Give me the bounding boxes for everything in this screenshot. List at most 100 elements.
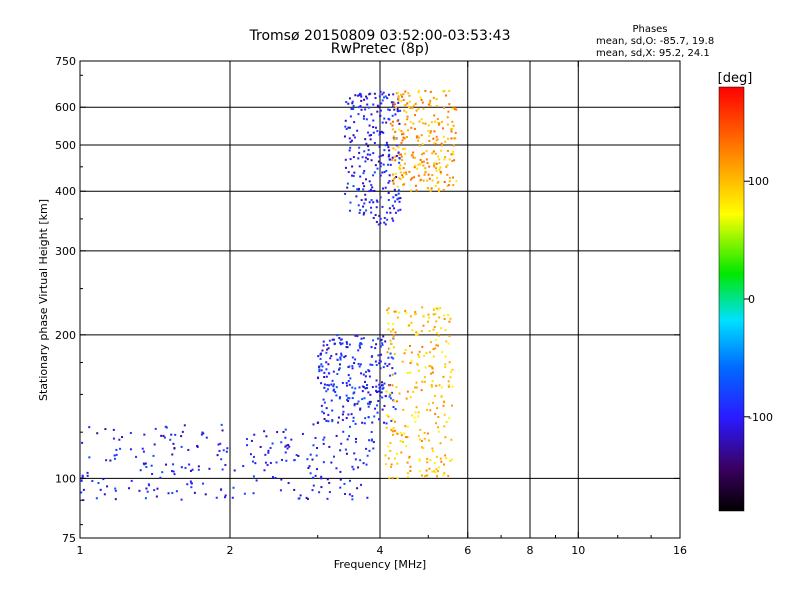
echo-point xyxy=(356,188,359,191)
echo-point xyxy=(320,363,323,366)
echo-point xyxy=(381,171,384,174)
echo-point xyxy=(437,121,440,124)
echo-point xyxy=(311,489,314,492)
echo-point xyxy=(446,164,449,167)
echo-point xyxy=(399,178,402,181)
echo-point xyxy=(433,462,436,465)
echo-point xyxy=(388,395,391,398)
echo-point xyxy=(287,444,290,447)
echo-point xyxy=(297,454,300,457)
echo-point xyxy=(414,411,417,414)
echo-point xyxy=(445,340,448,343)
echo-point xyxy=(370,211,373,214)
echo-point xyxy=(387,163,390,166)
echo-point xyxy=(374,164,377,167)
echo-point xyxy=(406,390,409,393)
echo-point xyxy=(154,427,157,430)
echo-point xyxy=(345,398,348,401)
echo-point xyxy=(406,472,409,475)
echo-point xyxy=(344,125,347,128)
echo-point xyxy=(442,135,445,138)
echo-point xyxy=(425,352,428,355)
echo-point xyxy=(448,320,451,323)
echo-point xyxy=(443,425,446,428)
echo-point xyxy=(414,164,417,167)
echo-point xyxy=(360,483,363,486)
echo-point xyxy=(452,124,455,127)
echo-point xyxy=(392,346,395,349)
echo-point xyxy=(129,431,132,434)
echo-point xyxy=(387,415,390,418)
echo-point xyxy=(97,482,100,485)
echo-point xyxy=(189,480,192,483)
echo-point xyxy=(328,445,331,448)
echo-point xyxy=(345,346,348,349)
echo-point xyxy=(325,419,328,422)
echo-point xyxy=(362,373,365,376)
echo-point xyxy=(220,458,223,461)
echo-point xyxy=(342,430,345,433)
echo-point xyxy=(435,422,438,425)
echo-point xyxy=(399,171,402,174)
echo-point xyxy=(358,146,361,149)
echo-point xyxy=(267,451,270,454)
echo-point xyxy=(417,434,420,437)
x-tick-label: 10 xyxy=(571,544,585,557)
echo-point xyxy=(284,436,287,439)
echo-point xyxy=(354,458,357,461)
echo-point xyxy=(448,177,451,180)
echo-point xyxy=(353,403,356,406)
echo-point xyxy=(377,106,380,109)
colorbar-tick-label: 0 xyxy=(748,293,755,306)
echo-point xyxy=(334,390,337,393)
echo-point xyxy=(119,447,122,450)
echo-point xyxy=(362,117,365,120)
colorbar-ticks: 100 0 -100 xyxy=(744,175,773,424)
echo-point xyxy=(323,417,326,420)
echo-point xyxy=(423,437,426,440)
echo-point xyxy=(431,371,434,374)
echo-point xyxy=(422,160,425,163)
echo-point xyxy=(394,200,397,203)
echo-point xyxy=(218,449,221,452)
echo-point xyxy=(347,399,350,402)
echo-point xyxy=(435,455,438,458)
echo-point xyxy=(352,156,355,159)
echo-point xyxy=(269,446,272,449)
echo-point xyxy=(171,470,174,473)
echo-point xyxy=(394,148,397,151)
echo-point xyxy=(428,467,431,470)
echo-point xyxy=(367,145,370,148)
echo-point xyxy=(349,146,352,149)
echo-point xyxy=(399,440,402,443)
echo-point xyxy=(419,96,422,99)
echo-point xyxy=(347,413,350,416)
echo-point xyxy=(360,337,363,340)
echo-point xyxy=(351,498,354,501)
echo-point xyxy=(421,306,424,309)
x-tick-label: 1 xyxy=(77,544,84,557)
echo-point xyxy=(391,158,394,161)
echo-point xyxy=(387,307,390,310)
echo-point xyxy=(427,130,430,133)
echo-point xyxy=(381,99,384,102)
echo-point xyxy=(392,180,395,183)
echo-point xyxy=(252,475,255,478)
echo-point xyxy=(325,351,328,354)
echo-point xyxy=(444,366,447,369)
echo-point xyxy=(433,470,436,473)
echo-point xyxy=(385,211,388,214)
echo-point xyxy=(392,147,395,150)
echo-point xyxy=(184,466,187,469)
echo-point xyxy=(409,361,412,364)
echo-point xyxy=(448,417,451,420)
echo-point xyxy=(373,171,376,174)
echo-point xyxy=(404,123,407,126)
echo-point xyxy=(368,403,371,406)
echo-point xyxy=(306,497,309,500)
echo-point xyxy=(365,156,368,159)
echo-point xyxy=(383,149,386,152)
echo-point xyxy=(326,343,329,346)
echo-point xyxy=(394,211,397,214)
echo-point xyxy=(339,449,342,452)
